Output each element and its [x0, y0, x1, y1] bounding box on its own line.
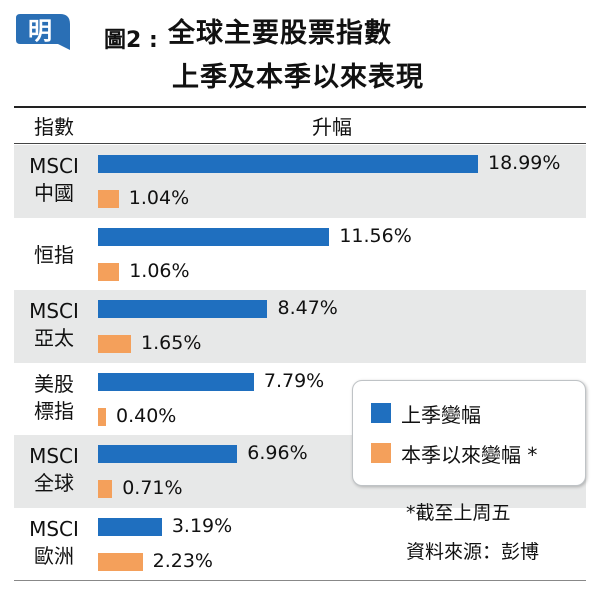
index-label: 恒指 — [34, 242, 74, 267]
value-label-curr: 1.04% — [128, 187, 190, 209]
svg-text:明: 明 — [28, 17, 52, 45]
value-label-prev: 6.96% — [247, 442, 308, 464]
source-note: 資料來源：彭博 — [406, 541, 540, 563]
value-label-prev: 7.79% — [263, 369, 325, 392]
value-label-curr: 1.65% — [141, 332, 202, 354]
value-label-curr: 2.23% — [152, 549, 213, 572]
bar-current-quarter — [98, 407, 106, 426]
column-header-change: 升幅 — [312, 115, 352, 139]
bar-current-quarter — [98, 262, 120, 281]
index-label: 美股 標指 — [34, 371, 74, 423]
value-label-prev: 11.56% — [339, 224, 412, 247]
bar-prev-quarter — [98, 300, 268, 318]
figure-label: 圖2 : — [104, 28, 158, 53]
value-label-curr: 0.71% — [122, 477, 183, 499]
index-label: MSCI 亞太 — [29, 299, 79, 350]
bar-current-quarter — [98, 335, 132, 353]
legend-item-prev: 上季變幅 — [371, 401, 481, 427]
value-label-prev: 18.99% — [488, 152, 561, 174]
legend-label-prev: 上季變幅 — [401, 402, 481, 427]
bar-prev-quarter — [98, 155, 478, 173]
legend-label-curr: 本季以來變幅 * — [401, 442, 538, 467]
ming-pao-logo-icon: 明 — [16, 14, 70, 50]
legend-swatch-prev — [371, 403, 391, 423]
index-label: MSCI 全球 — [29, 444, 79, 495]
footnote: *截至上周五 — [406, 502, 511, 524]
bar-prev-quarter — [98, 517, 162, 536]
chart-title-line1: 全球主要股票指數 — [168, 18, 392, 49]
bar-current-quarter — [98, 190, 119, 208]
value-label-curr: 0.40% — [116, 404, 177, 427]
bar-prev-quarter — [98, 227, 330, 246]
value-label-curr: 1.06% — [129, 259, 190, 282]
value-label-prev: 8.47% — [277, 297, 338, 319]
legend-swatch-curr — [371, 443, 391, 463]
top-rule — [14, 106, 586, 108]
bar-prev-quarter — [98, 372, 254, 391]
index-label: MSCI 歐洲 — [29, 516, 79, 568]
header-rule — [14, 143, 586, 144]
bar-current-quarter — [98, 552, 143, 571]
chart-legend: 上季變幅 本季以來變幅 * — [352, 380, 586, 486]
bar-prev-quarter — [98, 445, 238, 463]
bar-current-quarter — [98, 480, 113, 498]
legend-item-curr: 本季以來變幅 * — [371, 441, 538, 467]
value-label-prev: 3.19% — [171, 514, 233, 537]
chart-title-line2: 上季及本季以來表現 — [172, 62, 424, 93]
bottom-rule — [14, 580, 586, 581]
index-label: MSCI 中國 — [29, 154, 79, 205]
column-header-index: 指數 — [34, 115, 74, 139]
